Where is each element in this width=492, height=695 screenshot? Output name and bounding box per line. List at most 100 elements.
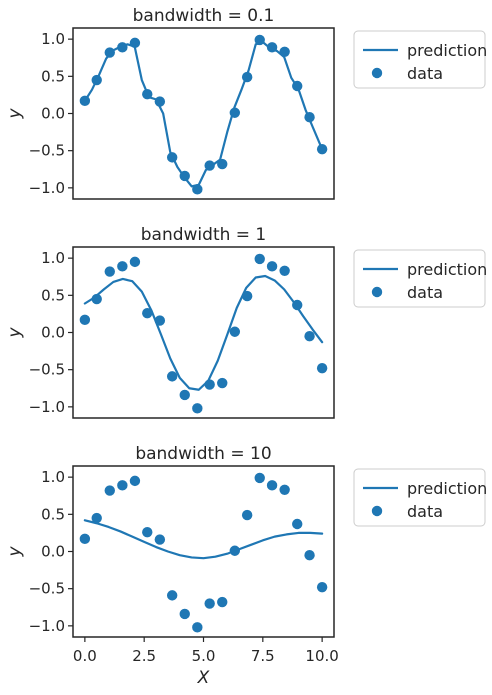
data-point — [154, 96, 166, 107]
data-point — [316, 143, 328, 155]
y-tick-label: 0.5 — [41, 67, 65, 85]
data-point — [154, 534, 166, 545]
data-point — [79, 314, 91, 326]
chart-title: bandwidth = 1 — [141, 225, 267, 245]
y-tick-label: 0.0 — [41, 543, 65, 561]
x-tick-label: 5.0 — [192, 647, 216, 665]
legend: prediction data — [353, 249, 487, 308]
data-point — [254, 34, 265, 46]
data-point — [129, 475, 141, 487]
data-point — [304, 550, 315, 561]
y-tick-label: 1.0 — [41, 249, 65, 267]
data-point — [266, 480, 278, 491]
legend-point-swatch — [371, 286, 383, 298]
data-point — [241, 290, 253, 302]
legend: prediction data — [353, 30, 487, 89]
y-tick-label: −1.0 — [29, 398, 65, 416]
data-point — [117, 42, 128, 53]
data-point — [304, 112, 315, 123]
legend-label-data: data — [407, 283, 443, 302]
prediction-line — [83, 41, 324, 188]
legend-box — [353, 249, 486, 308]
legend-box — [353, 468, 486, 527]
data-point — [204, 379, 215, 390]
y-axis-label: y — [5, 546, 25, 558]
data-point — [129, 37, 141, 49]
x-axis-label: X — [197, 668, 210, 688]
y-tick-label: −1.0 — [29, 179, 65, 197]
data-point — [241, 509, 253, 521]
data-point — [192, 622, 203, 633]
y-tick-label: −0.5 — [29, 361, 65, 379]
y-tick-label: 0.5 — [41, 505, 65, 523]
y-tick-label: 1.0 — [41, 468, 65, 486]
y-axis-label: y — [5, 327, 25, 339]
y-tick-label: 0.5 — [41, 286, 65, 304]
legend-point-swatch — [371, 505, 383, 517]
data-point — [316, 581, 328, 593]
data-point — [204, 160, 215, 171]
data-point — [91, 293, 102, 305]
plot-frame — [72, 27, 335, 200]
data-point — [229, 326, 241, 337]
y-tick-label: −0.5 — [29, 580, 65, 598]
legend-label-data: data — [407, 502, 443, 521]
data-point — [154, 315, 166, 326]
x-tick-label: 10.0 — [305, 647, 338, 665]
x-tick-label: 7.5 — [251, 647, 275, 665]
y-tick-label: −0.5 — [29, 142, 65, 160]
legend-label-prediction: prediction — [407, 41, 487, 60]
prediction-line — [83, 274, 324, 391]
data-point — [292, 80, 303, 92]
data-point — [166, 371, 178, 382]
data-point — [192, 184, 203, 195]
data-point — [217, 158, 228, 170]
data-point — [129, 256, 141, 268]
data-point — [142, 88, 153, 100]
data-point — [91, 512, 102, 524]
plot-frame — [72, 465, 335, 638]
x-tick-label: 2.5 — [132, 647, 156, 665]
data-point — [217, 596, 228, 608]
data-point — [266, 261, 278, 272]
data-point — [79, 533, 91, 545]
prediction-line — [83, 519, 324, 560]
data-point — [229, 107, 241, 118]
y-tick-label: 0.0 — [41, 105, 65, 123]
data-point — [279, 265, 290, 276]
chart-title: bandwidth = 0.1 — [133, 6, 275, 26]
y-tick-label: −1.0 — [29, 617, 65, 635]
data-point — [104, 485, 115, 496]
data-point — [117, 480, 128, 491]
data-point — [104, 47, 115, 58]
data-point — [204, 598, 215, 609]
data-point — [166, 590, 178, 601]
legend-label-data: data — [407, 64, 443, 83]
data-point — [179, 170, 190, 182]
data-point — [142, 307, 153, 319]
data-point — [316, 362, 328, 374]
data-point — [179, 389, 190, 401]
data-point — [279, 46, 290, 57]
data-point — [241, 71, 253, 83]
data-point — [79, 95, 91, 107]
data-point — [292, 299, 303, 311]
chart-title: bandwidth = 10 — [135, 444, 271, 464]
chart-panel-3: bandwidth = 10 1.0 0.5 0.0 −0.5 −1.0 0.0 2.5 5.0… — [5, 444, 487, 688]
data-point — [142, 526, 153, 538]
data-point — [217, 377, 228, 389]
data-point — [117, 261, 128, 272]
data-point — [104, 266, 115, 277]
legend: prediction data — [353, 468, 487, 527]
x-tick-label: 0.0 — [73, 647, 97, 665]
y-tick-label: 1.0 — [41, 30, 65, 48]
data-point — [254, 472, 265, 484]
y-axis-label: y — [5, 108, 25, 120]
chart-panel-2: bandwidth = 1 1.0 0.5 0.0 −0.5 −1.0 y predictio… — [5, 225, 487, 419]
data-point — [179, 608, 190, 620]
chart-panel-1: bandwidth = 0.1 1.0 0.5 0.0 −0.5 −1.0 y predict… — [5, 6, 487, 200]
data-point — [229, 545, 241, 556]
data-point — [166, 152, 178, 163]
plot-frame — [72, 246, 335, 419]
